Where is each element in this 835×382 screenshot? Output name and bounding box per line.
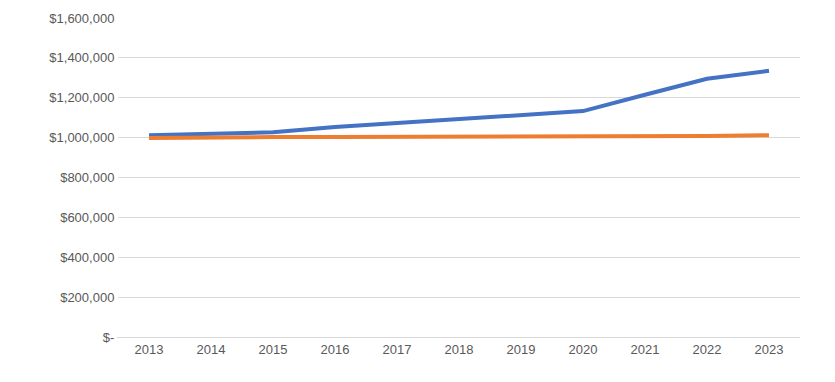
svg-text:2023: 2023 [755, 342, 784, 357]
svg-text:$200,000: $200,000 [60, 290, 114, 305]
svg-text:2014: 2014 [197, 342, 226, 357]
svg-text:$1,200,000: $1,200,000 [49, 90, 114, 105]
svg-text:2017: 2017 [383, 342, 412, 357]
svg-text:$800,000: $800,000 [60, 170, 114, 185]
svg-text:2019: 2019 [507, 342, 536, 357]
svg-text:$1,400,000: $1,400,000 [49, 50, 114, 65]
svg-text:2016: 2016 [321, 342, 350, 357]
svg-text:2021: 2021 [631, 342, 660, 357]
svg-text:2018: 2018 [445, 342, 474, 357]
svg-text:$600,000: $600,000 [60, 210, 114, 225]
svg-text:2013: 2013 [135, 342, 164, 357]
svg-text:2022: 2022 [693, 342, 722, 357]
svg-text:$-: $- [103, 330, 115, 345]
svg-text:$400,000: $400,000 [60, 250, 114, 265]
svg-text:$1,600,000: $1,600,000 [49, 11, 114, 26]
svg-text:$1,000,000: $1,000,000 [49, 130, 114, 145]
svg-text:2015: 2015 [259, 342, 288, 357]
svg-text:2020: 2020 [569, 342, 598, 357]
